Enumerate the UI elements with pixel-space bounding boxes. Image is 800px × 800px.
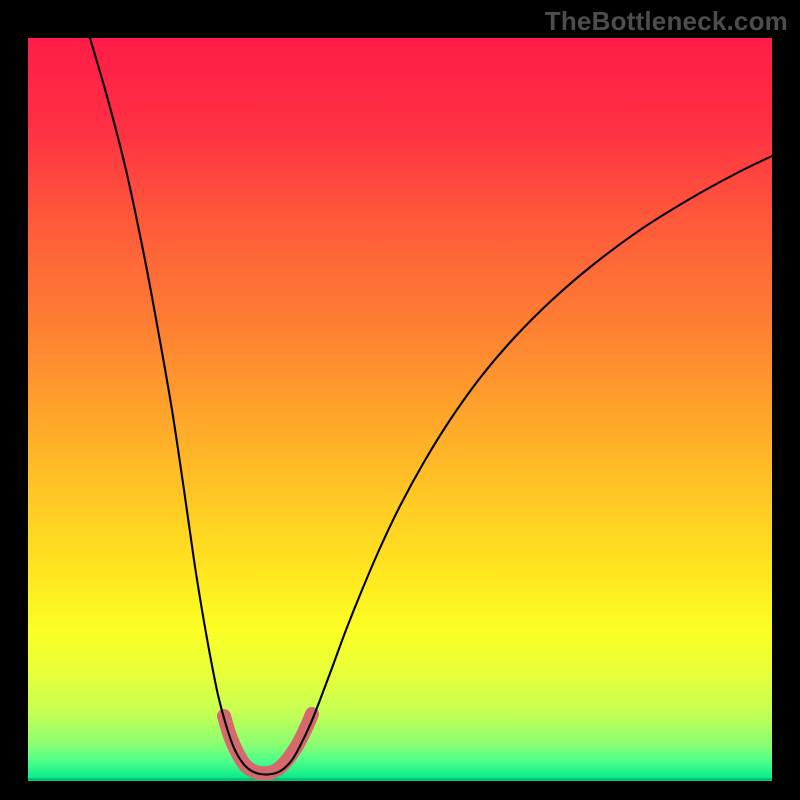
gradient-plot-area bbox=[28, 38, 772, 780]
watermark-text: TheBottleneck.com bbox=[545, 6, 788, 37]
bottleneck-chart-svg bbox=[0, 0, 800, 800]
chart-stage: TheBottleneck.com bbox=[0, 0, 800, 800]
baseline-strip bbox=[28, 778, 772, 781]
